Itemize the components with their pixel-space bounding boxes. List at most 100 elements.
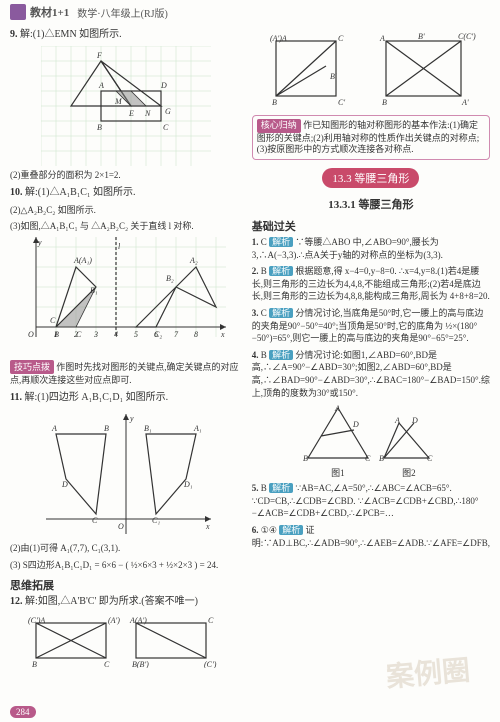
q10-line3: (3)如图,△A₁B₁C₁ 与 △A₂B₂C₂ 关于直线 l 对称. <box>10 220 242 233</box>
svg-text:F: F <box>96 51 102 60</box>
svg-text:C₁: C₁ <box>152 516 160 525</box>
page-number: 284 <box>10 706 36 718</box>
right-top-figure: (A')AC BB'C' AB'C(C') BA' <box>266 31 476 111</box>
r-q3: 3. C 解析 分情况讨论,当底角是50°时,它一腰上的高与底边的夹角是90°−… <box>252 307 490 345</box>
q10-num: 10. <box>10 187 23 198</box>
svg-text:(A'): (A') <box>108 616 120 625</box>
svg-text:C: C <box>92 516 98 525</box>
q11: 11. 解:(1)四边形 A₁B₁C₁D₁ 如图所示. <box>10 391 242 405</box>
svg-text:B₂: B₂ <box>166 274 174 283</box>
q9-line2: (2)重叠部分的面积为 2×1=2. <box>10 169 242 182</box>
kernel-tag: 核心归纳 <box>257 119 301 133</box>
q10-line1: 解:(1)△A₁B₁C₁ 如图所示. <box>25 187 135 198</box>
r-q4: 4. B 解析 分情况讨论:如图1,∠ABD=60°,BD是高,∴∠A=90°−… <box>252 349 490 399</box>
svg-text:A: A <box>98 81 104 90</box>
q12-num: 12. <box>10 596 23 607</box>
section-banner-wrap: 13.3 等腰三角形 <box>252 164 490 192</box>
svg-text:C: C <box>208 616 214 625</box>
r-q2: 2. B 解析 根据题意,得 x−4=0,y−8=0. ∴x=4,y=8.(1)… <box>252 265 490 303</box>
svg-text:5: 5 <box>134 330 138 339</box>
left-column: 9. 解:(1)△EMN 如图所示. F A D M E N G B C (2)… <box>10 28 242 671</box>
svg-text:B: B <box>97 123 102 132</box>
r-q1: 1. C 解析 ∵等腰△ABO 中,∠ABO=90°,腰长为3,∴A(−3,3)… <box>252 236 490 261</box>
svg-text:B: B <box>104 424 109 433</box>
svg-text:C: C <box>76 330 82 339</box>
svg-text:B: B <box>379 454 384 463</box>
svg-text:B: B <box>272 98 277 107</box>
q12: 12. 解:如图,△A'B'C' 即为所求.(答案不唯一) <box>10 595 242 609</box>
q4-figs: ABCD 图1 DABC 图2 <box>252 403 490 479</box>
svg-text:G: G <box>165 107 171 116</box>
r-q3-num: 3. <box>252 308 259 318</box>
svg-text:M: M <box>114 97 123 106</box>
r-q1-ans: C <box>261 237 267 247</box>
page-body: 9. 解:(1)△EMN 如图所示. F A D M E N G B C (2)… <box>0 0 500 679</box>
q11-num: 11. <box>10 392 22 403</box>
svg-text:D: D <box>352 420 359 429</box>
svg-text:B: B <box>54 330 59 339</box>
svg-text:C: C <box>104 660 110 668</box>
ans-tag-icon: 解析 <box>269 350 293 360</box>
svg-text:C₂: C₂ <box>154 330 162 339</box>
r-q3-ans: C <box>261 308 267 318</box>
q11-line2: (2)由(1)可得 A₁(7,7), C₁(3,1). <box>10 542 242 555</box>
svg-text:(C')A: (C')A <box>28 616 45 625</box>
svg-text:B': B' <box>330 72 337 81</box>
q9: 9. 解:(1)△EMN 如图所示. <box>10 28 242 42</box>
svg-text:A₂: A₂ <box>189 256 198 265</box>
q12-figure: (C')A(A') BC A(A')C B(B')(C') <box>26 613 226 668</box>
r-q4-num: 4. <box>252 350 259 360</box>
right-column: (A')AC BB'C' AB'C(C') BA' 核心归纳 作已知图形的轴对称… <box>252 28 490 671</box>
svg-text:D: D <box>411 416 418 425</box>
q9-figure: F A D M E N G B C <box>41 46 211 166</box>
svg-text:C: C <box>338 34 344 43</box>
r-q5: 5. B 解析 ∵AB=AC,∠A=50°,∴∠ABC=∠ACB=65°. ∵C… <box>252 482 490 520</box>
q4-fig2-cap: 图2 <box>379 466 439 479</box>
svg-text:C₁: C₁ <box>50 316 58 325</box>
svg-text:N: N <box>144 109 151 118</box>
svg-text:B₁: B₁ <box>90 286 98 295</box>
svg-text:D: D <box>61 480 68 489</box>
r-q2-num: 2. <box>252 266 259 276</box>
svg-text:y: y <box>37 238 42 247</box>
svg-text:l: l <box>118 242 121 251</box>
svg-text:A: A <box>51 424 57 433</box>
kernel-box: 核心归纳 作已知图形的轴对称图形的基本作法:(1)确定图形的关键点;(2)利用轴… <box>252 115 490 160</box>
ans-tag-icon: 解析 <box>269 308 293 318</box>
r-q2-ans: B <box>261 266 267 276</box>
q12-text: 解:如图,△A'B'C' 即为所求.(答案不唯一) <box>25 596 198 607</box>
svg-text:C': C' <box>338 98 345 107</box>
r-q1-num: 1. <box>252 237 259 247</box>
svg-text:(A')A: (A')A <box>270 34 287 43</box>
svg-text:x: x <box>220 330 225 339</box>
svg-text:C: C <box>427 454 433 463</box>
svg-text:A(A₁): A(A₁) <box>73 256 92 265</box>
svg-text:B': B' <box>418 32 425 41</box>
section-banner: 13.3 等腰三角形 <box>322 168 419 188</box>
svg-text:A(A'): A(A') <box>129 616 147 625</box>
svg-text:B(B'): B(B') <box>132 660 149 668</box>
ans-tag-icon: 解析 <box>269 483 293 493</box>
q9-num: 9. <box>10 29 18 40</box>
section-head: 基础过关 <box>252 218 490 234</box>
q10: 10. 解:(1)△A₁B₁C₁ 如图所示. <box>10 186 242 200</box>
brand-text: 教材1+1 <box>30 4 69 20</box>
svg-text:B: B <box>303 454 308 463</box>
svg-text:A₁: A₁ <box>193 424 202 433</box>
r-q6-num: 6. <box>252 525 259 535</box>
svg-text:B: B <box>32 660 37 668</box>
subtitle: 13.3.1 等腰三角形 <box>252 196 490 212</box>
svg-text:D: D <box>160 81 167 90</box>
ans-tag-icon: 解析 <box>269 266 293 276</box>
svg-text:C: C <box>365 454 371 463</box>
q11-line1: 解:(1)四边形 A₁B₁C₁D₁ 如图所示. <box>24 392 168 403</box>
svg-text:A: A <box>379 34 385 43</box>
ans-tag-icon: 解析 <box>269 237 293 247</box>
q10-line2: (2)△A₂B₂C₂ 如图所示. <box>10 204 242 217</box>
svg-text:O: O <box>28 330 34 339</box>
svg-text:x: x <box>205 522 210 531</box>
page-header: 教材1+1 数学·八年级上(RJ版) <box>10 4 490 20</box>
svg-text:y: y <box>129 414 134 423</box>
svg-text:A: A <box>394 416 400 425</box>
svg-text:A': A' <box>461 98 469 107</box>
